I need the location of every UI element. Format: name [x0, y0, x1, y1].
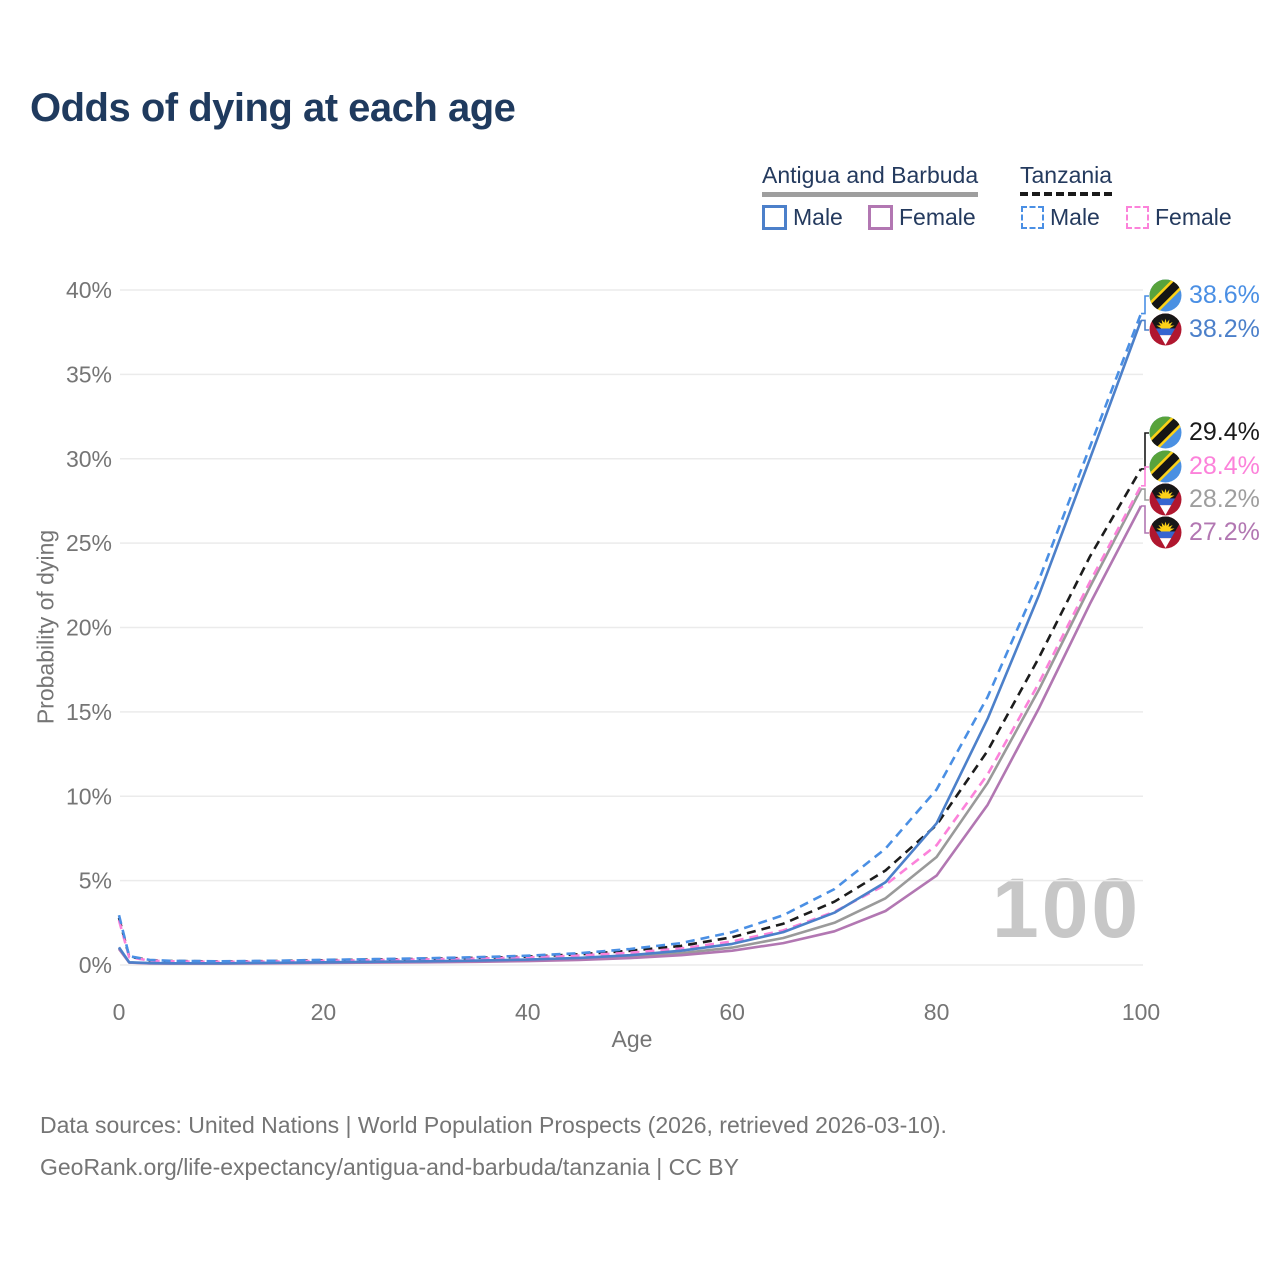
series-line-antigua-and-barbuda-combined[interactable] — [117, 488, 1143, 965]
end-label-value: 29.4% — [1189, 418, 1260, 446]
y-tick-label: 40% — [66, 277, 112, 303]
end-label-value: 38.2% — [1189, 315, 1260, 343]
end-label-connector — [1141, 505, 1149, 534]
end-label-value: 38.6% — [1189, 281, 1260, 309]
legend-item-antigua-female[interactable]: Female — [868, 204, 976, 231]
watermark-100: 100 — [992, 861, 1142, 955]
tanzania-flag-icon — [1149, 450, 1182, 483]
antigua-female-swatch-icon — [868, 205, 893, 230]
series-line-tanzania-female[interactable] — [117, 485, 1143, 964]
tanzania-flag-icon — [1149, 416, 1182, 449]
data-source-line: Data sources: United Nations | World Pop… — [40, 1112, 947, 1138]
legend-group-antigua-label: Antigua and Barbuda — [762, 162, 979, 197]
y-tick-label: 35% — [66, 361, 112, 387]
end-label: 29.4% — [1149, 416, 1260, 449]
legend-group-antigua[interactable]: Antigua and Barbuda — [762, 162, 979, 197]
end-label: 28.2% — [1149, 483, 1260, 516]
y-tick-label: 20% — [66, 615, 112, 641]
legend-item-label: Female — [899, 204, 976, 230]
end-label: 28.4% — [1149, 450, 1260, 483]
x-tick-label: 60 — [719, 999, 745, 1025]
y-tick-label: 25% — [66, 530, 112, 556]
x-tick-label: 40 — [515, 999, 541, 1025]
y-tick-label: 30% — [66, 446, 112, 472]
attribution-line: GeoRank.org/life-expectancy/antigua-and-… — [40, 1154, 739, 1180]
antigua-flag-icon — [1149, 313, 1182, 346]
end-label: 27.2% — [1149, 516, 1260, 549]
end-label-value: 27.2% — [1189, 518, 1260, 546]
y-tick-label: 5% — [79, 868, 112, 894]
x-axis-title: Age — [611, 1026, 653, 1052]
end-label: 38.6% — [1149, 279, 1260, 312]
end-label-value: 28.4% — [1189, 452, 1260, 480]
y-tick-label: 0% — [79, 952, 112, 978]
legend-group-tanzania[interactable]: Tanzania — [1020, 162, 1113, 196]
end-label-connector — [1141, 488, 1149, 501]
end-label-connector — [1141, 319, 1149, 331]
series-line-tanzania-male[interactable] — [117, 313, 1143, 963]
tanzania-flag-icon — [1149, 279, 1182, 312]
y-tick-label: 10% — [66, 783, 112, 809]
antigua-flag-icon — [1149, 483, 1182, 516]
antigua-male-swatch-icon — [762, 205, 787, 230]
end-label-value: 28.2% — [1189, 485, 1260, 513]
legend-item-antigua-male[interactable]: Male — [762, 204, 843, 231]
x-tick-label: 20 — [311, 999, 337, 1025]
footer: Data sources: United Nations | World Pop… — [40, 1104, 947, 1188]
series-line-antigua-and-barbuda-female[interactable] — [117, 505, 1143, 965]
series-line-antigua-and-barbuda-male[interactable] — [117, 319, 1143, 965]
x-tick-label: 0 — [113, 999, 126, 1025]
legend-group-tanzania-label: Tanzania — [1020, 162, 1113, 196]
legend-item-tanzania-male[interactable]: Male — [1021, 204, 1100, 231]
end-label-connector — [1141, 295, 1149, 315]
end-label: 38.2% — [1149, 313, 1260, 346]
y-tick-label: 15% — [66, 699, 112, 725]
legend-item-label: Female — [1155, 204, 1232, 230]
page-title: Odds of dying at each age — [30, 86, 516, 130]
x-tick-label: 100 — [1122, 999, 1160, 1025]
legend-item-tanzania-female[interactable]: Female — [1126, 204, 1232, 231]
end-label-connector — [1141, 466, 1149, 487]
legend-item-label: Male — [793, 204, 843, 230]
antigua-flag-icon — [1149, 516, 1182, 549]
tanzania-male-swatch-icon — [1021, 206, 1044, 229]
x-tick-label: 80 — [924, 999, 950, 1025]
legend-item-label: Male — [1050, 204, 1100, 230]
tanzania-female-swatch-icon — [1126, 206, 1149, 229]
end-label-connector — [1141, 432, 1149, 470]
